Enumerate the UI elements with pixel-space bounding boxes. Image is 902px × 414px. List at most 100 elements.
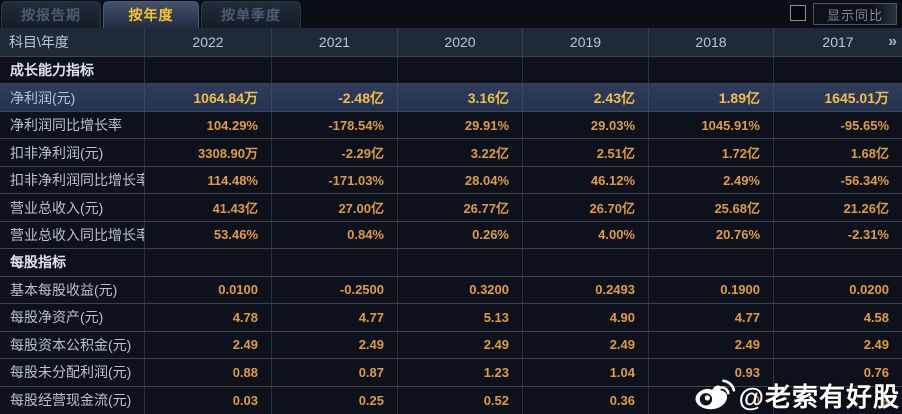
table-row[interactable]: 扣非净利润(元) 3308.90万 -2.29亿 3.22亿 2.51亿 1.72亿 1.6… [0,139,902,167]
row-label: 营业总收入(元) [0,194,145,221]
table-row[interactable]: 每股经营现金流(元) 0.03 0.25 0.52 0.36 0 9 [0,386,902,414]
cell-value: 0.1900 [649,276,774,304]
cell-value: 25.68亿 [649,194,774,221]
cell-value: -0.2500 [272,276,398,304]
cell-value: 4.77 [649,304,774,331]
cell-value: 1.68亿 [850,146,889,162]
cell-value: 1.04 [523,359,649,386]
table-row[interactable]: 营业总收入(元) 41.43亿 27.00亿 26.77亿 26.70亿 25.68亿 21… [0,194,902,222]
cell-value [145,57,272,84]
cell-value: -2.31% [847,227,889,243]
row-label: 每股资本公积金(元) [0,331,145,359]
cell-value [649,249,774,276]
cell-value: 1064.84万 [145,84,272,111]
cell-value: 1.89亿 [649,84,774,111]
cell-value [398,249,523,276]
cell-value [145,249,272,276]
cell-value: 0.76 [863,364,889,380]
tab-by-year[interactable]: 按年度 [103,1,199,28]
cell-value: 0 [649,386,774,414]
cell-value: 2.49% [649,166,774,194]
cell-value [272,57,398,84]
show-yoy-button[interactable]: 显示同比 [813,3,897,25]
cell-value: 4.78 [145,304,272,331]
cell-value: 3.16亿 [398,84,523,111]
table-row[interactable]: 扣非净利润同比增长率 114.48% -171.03% 28.04% 46.12% 2.4… [0,166,902,195]
row-label: 扣非净利润(元) [0,139,145,166]
cell-value: 0.0100 [145,276,272,304]
row-label: 每股指标 [0,249,145,276]
cell-value: 0.36 [523,386,649,414]
column-header-year-2022: 2022 [145,28,272,56]
more-years-icon[interactable]: » [888,33,897,50]
column-header-year-2020: 2020 [398,28,523,56]
cell-value: 21.26亿 [843,201,889,217]
tab-by-report-period[interactable]: 按报告期 [1,1,101,28]
section-row[interactable]: 每股指标 [0,249,902,277]
column-header-year-2017: 2017» [822,33,897,50]
cell-value: 1.72亿 [649,139,774,166]
table-row[interactable]: 营业总收入同比增长率 53.46% 0.84% 0.26% 4.00% 20.76% -2.… [0,221,902,250]
cell-value: 1045.91% [649,111,774,139]
cell-value: 3.22亿 [398,139,523,166]
cell-value: 0.88 [145,359,272,386]
show-yoy-checkbox[interactable] [790,5,806,21]
table-row[interactable]: 基本每股收益(元) 0.0100 -0.2500 0.3200 0.2493 0.1900… [0,276,902,305]
cell-value: 26.77亿 [398,194,523,221]
tab-by-quarter[interactable]: 按单季度 [201,1,301,28]
cell-value [272,249,398,276]
cell-value: -56.34% [840,172,889,188]
table-row[interactable]: 每股净资产(元) 4.78 4.77 5.13 4.90 4.77 4.58 [0,304,902,332]
table-row[interactable]: 净利润同比增长率 104.29% -178.54% 29.91% 29.03% 1045.… [0,111,902,140]
row-label: 净利润(元) [0,84,145,111]
cell-value: 2.49 [649,331,774,359]
cell-value: 114.48% [145,166,272,194]
cell-value: 0.52 [398,386,523,414]
cell-value: 53.46% [145,221,272,249]
financial-table: 科目\年度 2022 2021 2020 2019 2018 2017» 成长能力指标 净利润(… [0,28,902,414]
row-label: 每股经营现金流(元) [0,386,145,414]
cell-value [523,57,649,84]
row-label: 每股净资产(元) [0,304,145,331]
cell-value: 28.04% [398,166,523,194]
cell-value [649,57,774,84]
row-label: 净利润同比增长率 [0,111,145,139]
cell-value [774,249,902,275]
row-label: 基本每股收益(元) [0,276,145,304]
row-label: 营业总收入同比增长率 [0,221,145,249]
cell-value [774,57,902,83]
column-header-subject: 科目\年度 [0,28,145,56]
cell-value: 0.3200 [398,276,523,304]
cell-value: 29.91% [398,111,523,139]
table-row[interactable]: 净利润(元) 1064.84万 -2.48亿 3.16亿 2.43亿 1.89亿 1645.… [0,84,902,112]
cell-value: 26.70亿 [523,194,649,221]
row-label: 扣非净利润同比增长率 [0,166,145,194]
cell-value [398,57,523,84]
cell-value: -178.54% [272,111,398,139]
column-header-year-2018: 2018 [649,28,774,56]
cell-value: 2.49 [272,331,398,359]
cell-value: 2.51亿 [523,139,649,166]
cell-value: 0.2493 [523,276,649,304]
cell-value: 41.43亿 [145,194,272,221]
cell-value: 2.49 [863,337,889,353]
cell-value: 2.49 [145,331,272,359]
cell-value: 9 [881,392,889,408]
cell-value: -95.65% [840,117,889,133]
cell-value: 4.58 [863,309,889,325]
table-row[interactable]: 每股未分配利润(元) 0.88 0.87 1.23 1.04 0.93 0.76 [0,359,902,387]
cell-value: 1645.01万 [824,89,889,106]
cell-value: -171.03% [272,166,398,194]
row-label: 每股未分配利润(元) [0,359,145,386]
cell-value: 2.43亿 [523,84,649,111]
table-row[interactable]: 每股资本公积金(元) 2.49 2.49 2.49 2.49 2.49 2.49 [0,331,902,360]
cell-value: 1.23 [398,359,523,386]
cell-value: 2.49 [398,331,523,359]
cell-value: 0.84% [272,221,398,249]
row-label: 成长能力指标 [0,57,145,84]
cell-value: 0.25 [272,386,398,414]
cell-value: 46.12% [523,166,649,194]
section-row[interactable]: 成长能力指标 [0,57,902,85]
cell-value: 0.0200 [849,282,889,298]
